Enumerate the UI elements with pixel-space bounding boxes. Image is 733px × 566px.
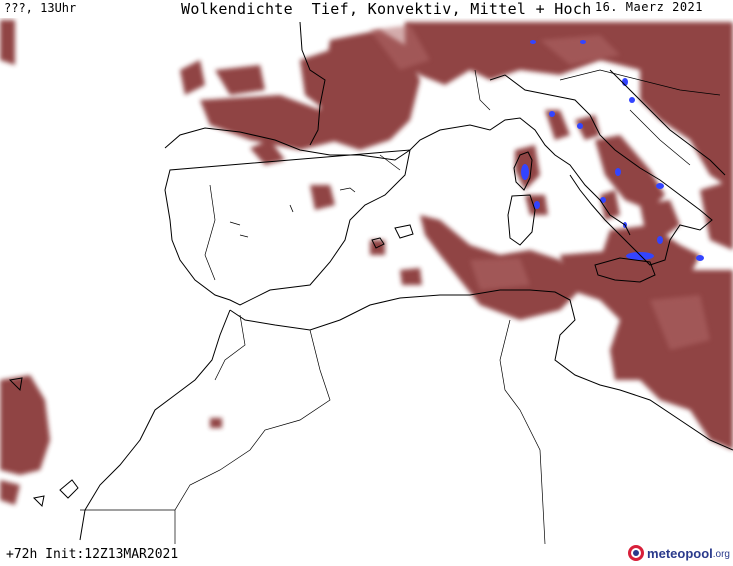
cloud-layer — [0, 20, 733, 505]
valid-date: 16. Maerz 2021 — [594, 0, 703, 14]
meteopool-logo-icon — [628, 545, 645, 561]
borders — [80, 69, 721, 544]
brand-name: meteopool — [647, 545, 713, 561]
map-header: ???, 13Uhr Wolkendichte Tief, Konvektiv,… — [0, 0, 733, 18]
inland-water — [229, 187, 356, 238]
brand-tld: .org — [712, 549, 730, 560]
meteopool-brand[interactable]: meteopool .org — [627, 542, 730, 564]
map-title: Wolkendichte Tief, Konvektiv, Mittel + H… — [181, 0, 592, 18]
cloud-density-map — [0, 20, 733, 544]
forecast-info: +72h Init:12Z13MAR2021 — [6, 547, 179, 562]
cloud-edge-layer — [370, 25, 710, 350]
run-label: ???, 13Uhr — [4, 1, 77, 15]
coastlines — [8, 21, 733, 541]
